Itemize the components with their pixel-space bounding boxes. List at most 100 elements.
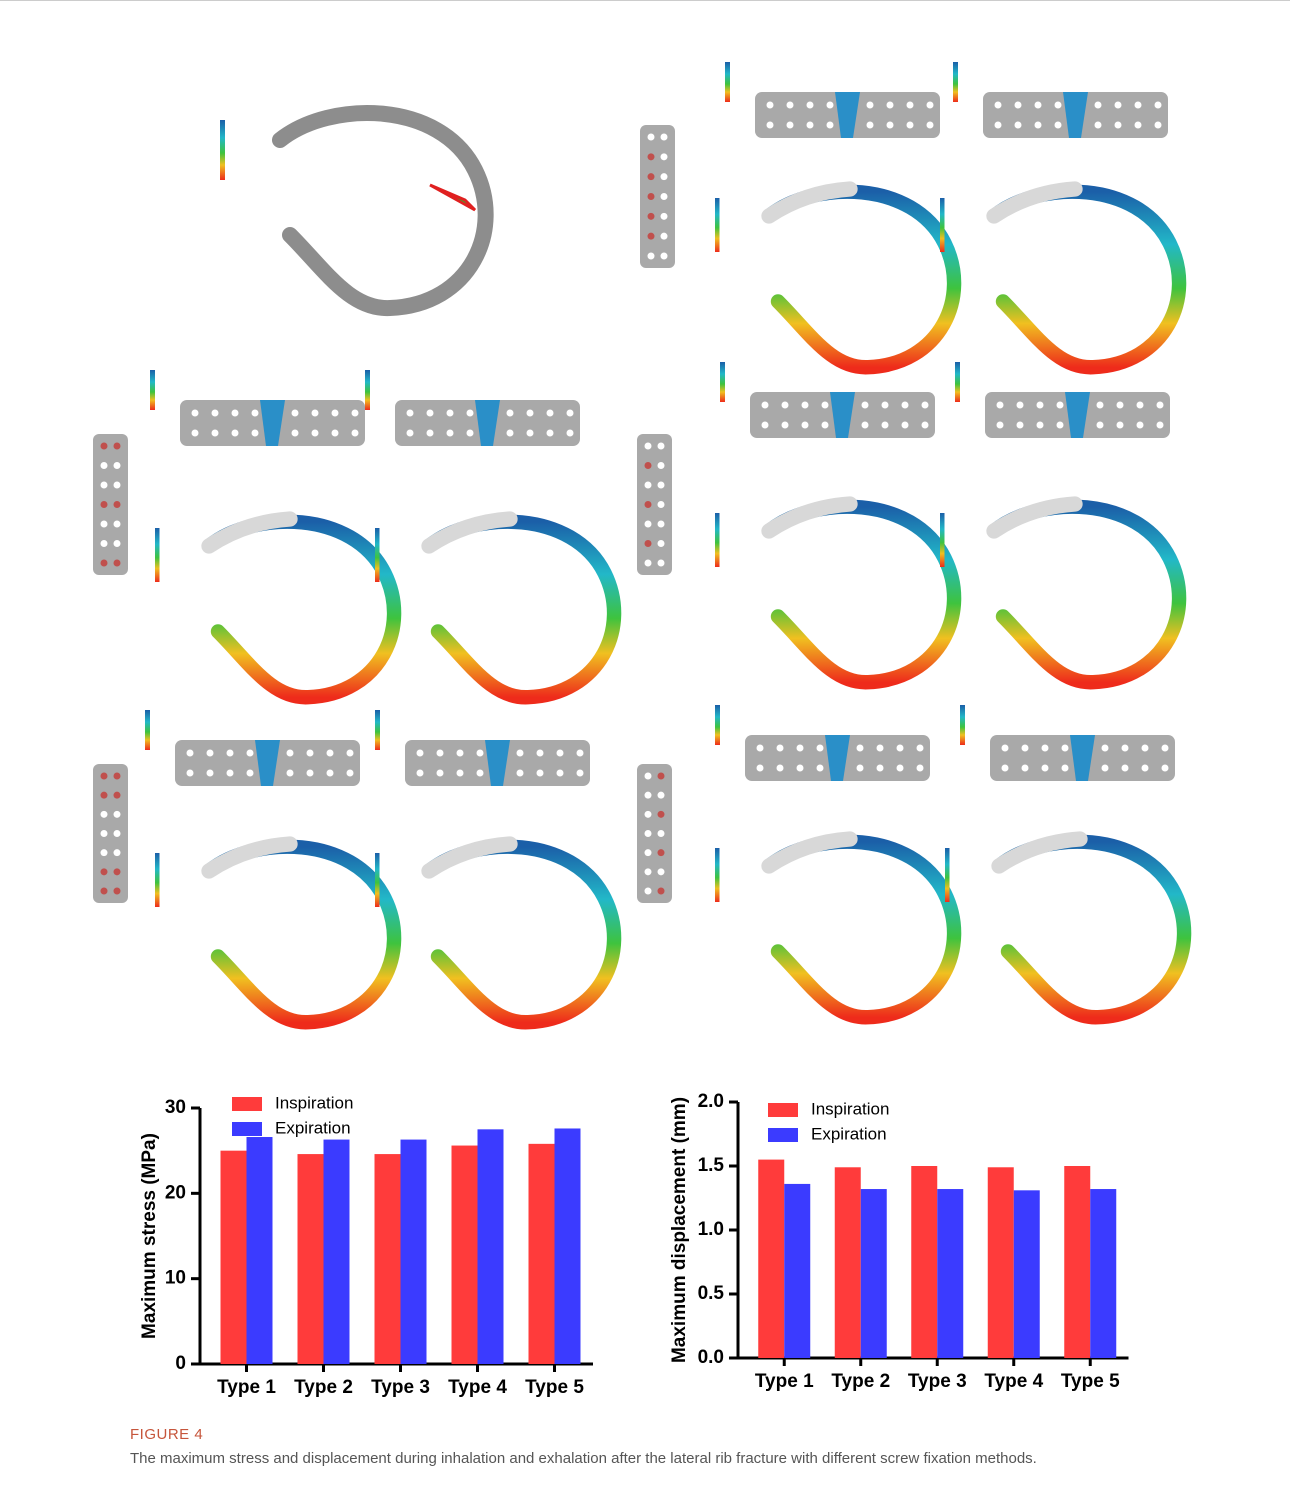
plate-hole <box>466 409 474 417</box>
rib-model <box>945 831 1192 1025</box>
stress-zone <box>260 400 285 446</box>
plate-hole <box>761 401 769 409</box>
screw-hole <box>113 501 121 508</box>
plate-hole <box>456 769 464 777</box>
plate-hole <box>1016 421 1024 429</box>
legend-bar <box>715 848 720 902</box>
plate-hole <box>231 429 239 437</box>
legend-label: Expiration <box>275 1118 351 1137</box>
plate-hole <box>881 401 889 409</box>
plate-hole <box>1054 121 1062 129</box>
screw-hole <box>660 232 668 240</box>
plate-hole <box>576 749 584 757</box>
screw-hole <box>647 133 655 141</box>
bar <box>297 1154 324 1364</box>
plate-hole <box>994 121 1002 129</box>
plate-hole <box>211 409 219 417</box>
screw-hole <box>657 887 665 895</box>
y-tick-label: 30 <box>165 1097 186 1118</box>
plate-hole <box>1154 121 1162 129</box>
legend-bar <box>940 513 945 567</box>
plate-hole <box>801 421 809 429</box>
legend-label: Inspiration <box>811 1099 889 1118</box>
plate-hole <box>446 429 454 437</box>
plate-hole <box>1114 101 1122 109</box>
plate-hole <box>1101 744 1109 752</box>
screw-hole <box>657 442 665 450</box>
plate-hole <box>806 101 814 109</box>
plate-hole <box>1016 401 1024 409</box>
screw-hole <box>644 810 652 818</box>
screw-hole <box>660 153 668 161</box>
screw-hole <box>657 481 665 489</box>
x-tick-label: Type 5 <box>1061 1371 1120 1392</box>
screw-hole <box>113 559 121 567</box>
plate-hole <box>416 769 424 777</box>
screw-hole <box>657 501 665 508</box>
screw-hole <box>647 153 655 161</box>
plate-hole <box>781 421 789 429</box>
y-tick-label: 20 <box>165 1182 186 1203</box>
screw-hole <box>660 212 668 220</box>
legend-swatch <box>768 1103 798 1117</box>
plate-hole <box>1034 121 1042 129</box>
stress-zone <box>1065 392 1090 438</box>
stress-zone <box>255 740 280 786</box>
legend-bar <box>220 120 225 180</box>
plate-hole <box>436 769 444 777</box>
rib-model <box>940 496 1187 690</box>
plate-hole <box>426 409 434 417</box>
plate-hole <box>826 121 834 129</box>
screw-hole <box>100 481 108 489</box>
plate-hole <box>786 101 794 109</box>
plate-hole <box>476 769 484 777</box>
screw-hole <box>100 868 108 876</box>
rib-model <box>715 496 962 690</box>
screw-hole <box>660 193 668 200</box>
plate-hole <box>516 749 524 757</box>
rib-end <box>986 181 1083 224</box>
plate-hole <box>1121 764 1129 772</box>
stress-zone <box>485 740 510 786</box>
plate-hole <box>206 769 214 777</box>
screw-hole <box>657 772 665 780</box>
plate-hole <box>226 749 234 757</box>
x-tick-label: Type 4 <box>448 1377 507 1398</box>
bar <box>246 1137 273 1364</box>
bar <box>400 1139 427 1364</box>
legend-bar <box>720 362 725 402</box>
plate-hole <box>526 409 534 417</box>
legend-label: Expiration <box>811 1124 887 1143</box>
bar <box>554 1128 581 1364</box>
screw-hole <box>100 442 108 450</box>
plate <box>93 434 128 575</box>
plate-hole <box>556 749 564 757</box>
legend-bar <box>375 528 380 582</box>
screw-hole <box>100 791 108 799</box>
plate-hole <box>291 429 299 437</box>
plate-hole <box>1041 764 1049 772</box>
plate-hole <box>926 121 934 129</box>
screw-hole <box>100 772 108 780</box>
screw-hole <box>644 849 652 857</box>
plate-hole <box>1036 401 1044 409</box>
plate-hole <box>546 409 554 417</box>
plate-hole <box>191 409 199 417</box>
plate-hole <box>1014 121 1022 129</box>
plate-hole <box>906 101 914 109</box>
plate-hole <box>231 409 239 417</box>
screw-hole <box>644 830 652 837</box>
rib-end <box>201 836 298 879</box>
plate-hole <box>1156 401 1164 409</box>
plate <box>93 764 128 903</box>
plate-hole <box>876 744 884 752</box>
rib-shape <box>272 104 494 317</box>
plate-hole <box>1161 764 1169 772</box>
screw-hole <box>644 520 652 528</box>
plate-hole <box>326 769 334 777</box>
bar <box>937 1189 964 1358</box>
plate-hole <box>856 764 864 772</box>
screw-hole <box>100 887 108 895</box>
plate-hole <box>1121 744 1129 752</box>
plate-hole <box>886 121 894 129</box>
